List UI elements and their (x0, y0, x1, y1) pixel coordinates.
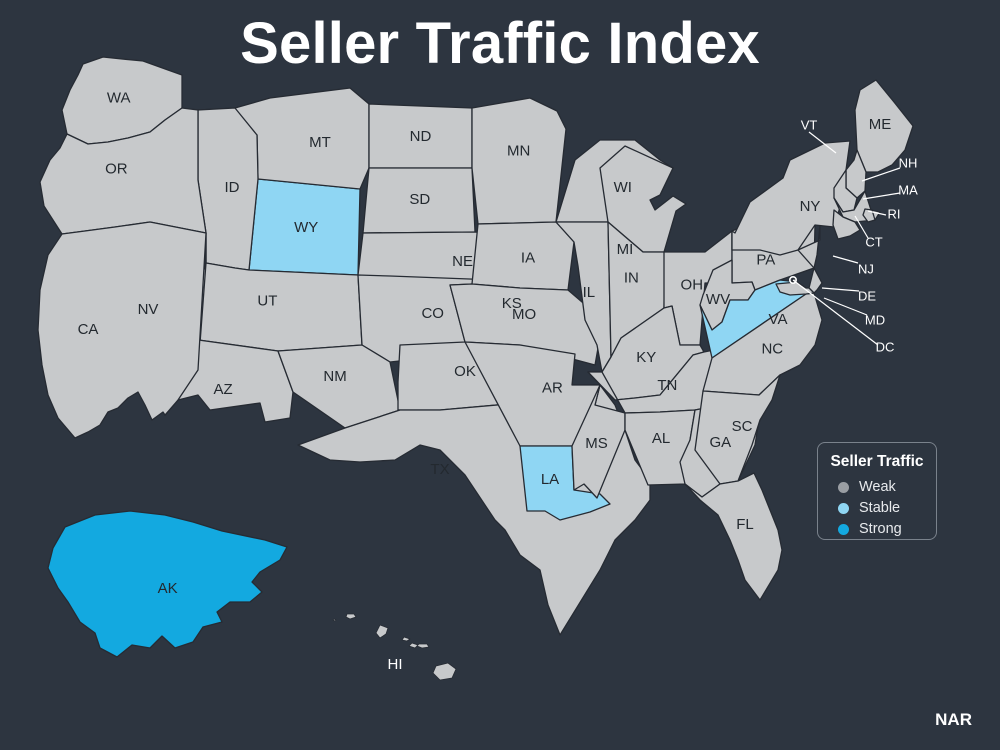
svg-text:MS: MS (585, 435, 608, 452)
svg-text:UT: UT (257, 292, 277, 309)
svg-text:MA: MA (898, 182, 918, 197)
svg-text:MI: MI (617, 241, 634, 258)
svg-text:AL: AL (652, 430, 670, 447)
svg-text:RI: RI (888, 206, 901, 221)
svg-text:OR: OR (105, 160, 128, 177)
svg-text:PA: PA (756, 251, 775, 268)
svg-text:NC: NC (761, 340, 783, 357)
svg-text:OK: OK (454, 363, 476, 380)
svg-text:NE: NE (452, 253, 473, 270)
svg-text:NV: NV (138, 301, 159, 318)
svg-text:DC: DC (876, 339, 895, 354)
svg-text:KY: KY (636, 349, 656, 366)
svg-text:MO: MO (512, 306, 536, 323)
svg-text:CA: CA (78, 321, 99, 338)
svg-text:AK: AK (158, 580, 178, 597)
svg-text:TX: TX (430, 461, 449, 478)
svg-text:CO: CO (421, 305, 444, 322)
svg-text:ND: ND (410, 128, 432, 145)
svg-text:NY: NY (800, 198, 821, 215)
svg-text:NM: NM (323, 368, 346, 385)
svg-text:VA: VA (769, 311, 788, 328)
svg-text:AR: AR (542, 379, 563, 396)
svg-text:LA: LA (541, 471, 559, 488)
svg-text:IL: IL (583, 284, 596, 301)
svg-text:MT: MT (309, 134, 331, 151)
svg-text:MD: MD (865, 312, 885, 327)
svg-text:IA: IA (521, 249, 535, 266)
svg-text:SD: SD (409, 191, 430, 208)
svg-text:FL: FL (736, 516, 754, 533)
svg-text:VT: VT (801, 117, 818, 132)
svg-text:WY: WY (294, 219, 318, 236)
svg-text:SC: SC (732, 418, 753, 435)
svg-text:WA: WA (107, 90, 131, 107)
svg-text:CT: CT (865, 234, 882, 249)
svg-text:ID: ID (225, 179, 240, 196)
svg-text:IN: IN (624, 270, 639, 287)
svg-text:DE: DE (858, 288, 876, 303)
svg-text:HI: HI (388, 656, 403, 673)
svg-text:NJ: NJ (858, 261, 874, 276)
svg-text:MN: MN (507, 142, 530, 159)
svg-text:GA: GA (709, 434, 731, 451)
svg-text:WI: WI (614, 179, 632, 196)
svg-text:AZ: AZ (214, 381, 233, 398)
svg-text:OH: OH (681, 277, 704, 294)
svg-text:TN: TN (657, 377, 677, 394)
svg-text:ME: ME (869, 116, 892, 133)
svg-text:WV: WV (706, 291, 730, 308)
svg-text:NH: NH (899, 155, 918, 170)
